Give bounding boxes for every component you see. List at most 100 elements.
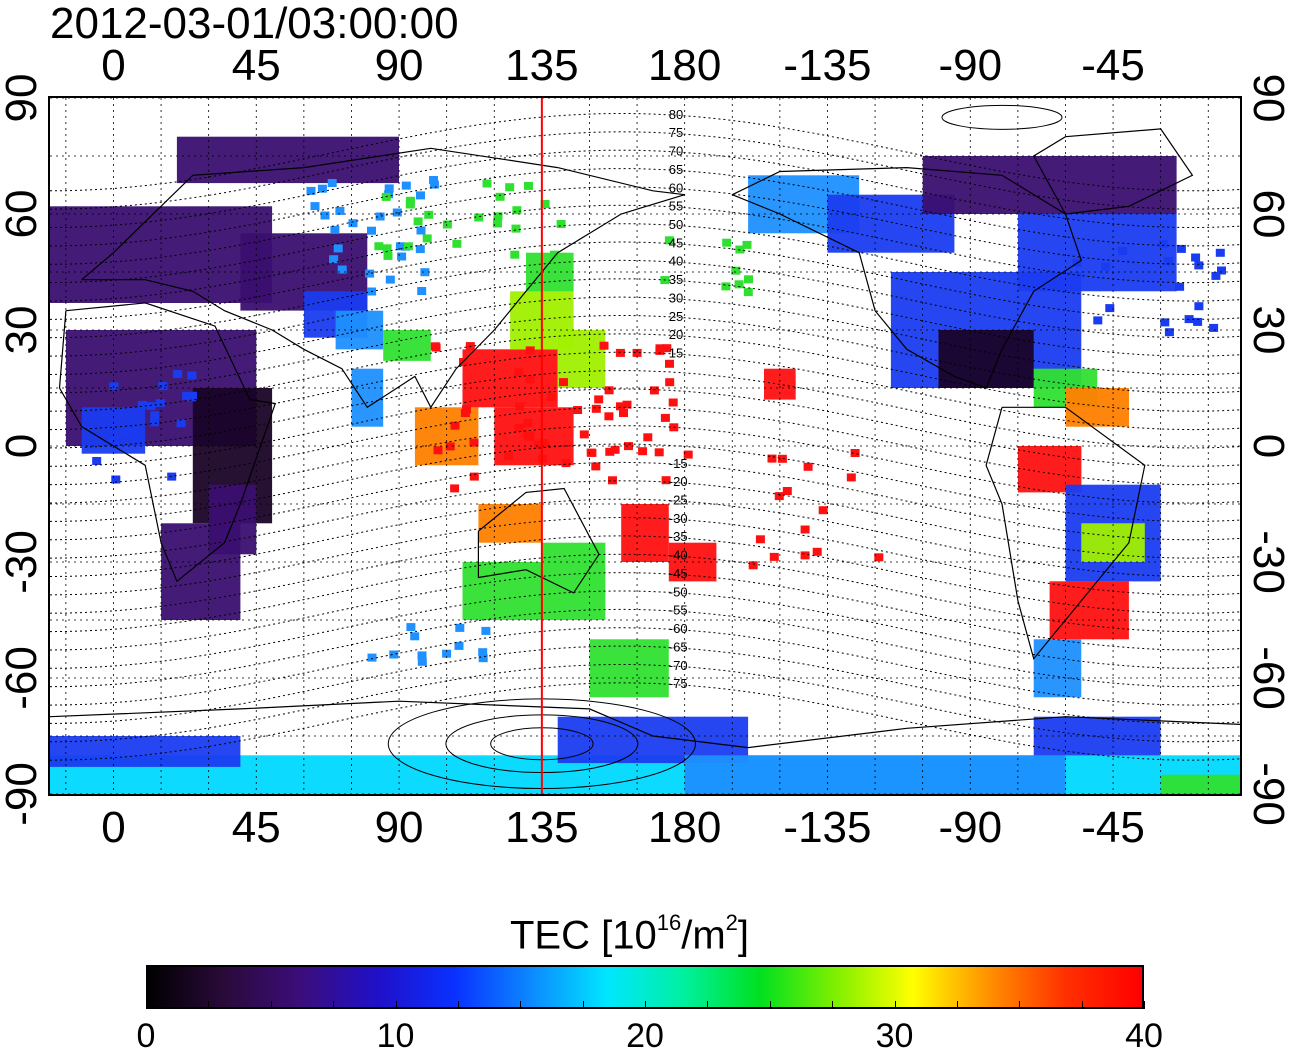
tec-data-cell	[803, 462, 813, 471]
tec-data-cell	[422, 234, 432, 243]
tec-data-cell	[329, 255, 339, 264]
tec-data-cell	[493, 212, 503, 221]
contour-label: 70	[669, 144, 683, 159]
tec-data-cell	[310, 202, 320, 211]
tec-data-cell	[850, 449, 860, 457]
tec-data-cell	[800, 525, 810, 534]
magnetic-contour	[50, 608, 1240, 688]
coastline	[732, 166, 1083, 389]
bottom-lon-tick: -90	[938, 803, 1003, 852]
magnetic-contour	[50, 370, 1240, 449]
tec-data-cell	[1118, 247, 1127, 256]
tec-data-cell	[556, 220, 566, 228]
tec-data-cell	[413, 217, 423, 226]
colorbar-tick-mark	[894, 1001, 896, 1009]
contour-label: -50	[669, 584, 688, 599]
colorbar-tick-label: 0	[136, 1017, 156, 1055]
right-lat-tick: 30	[1244, 305, 1292, 355]
magnetic-contour	[50, 168, 1240, 247]
tec-map: 80 75 70 65 60 55 50 45 40 35 30 25 20 15 -15 -20 -25 -30…	[48, 96, 1242, 796]
tec-data-patch	[1017, 446, 1082, 493]
tec-data-cell	[417, 657, 427, 666]
contour-label: 80	[669, 107, 683, 122]
tec-data-cell	[367, 226, 376, 235]
contour-label: 15	[669, 346, 683, 361]
contour-label: -25	[669, 492, 688, 507]
tec-data-cell	[579, 430, 589, 439]
magnetic-pole-contour	[941, 104, 1063, 130]
left-lat-tick: -90	[0, 762, 46, 826]
contour-label: 25	[669, 309, 683, 324]
colorbar-tick-mark	[769, 1001, 771, 1009]
magnetic-contour	[50, 406, 1240, 486]
tec-data-cell	[632, 348, 642, 357]
magnetic-contour	[50, 186, 1240, 265]
contour-label: -70	[669, 658, 688, 673]
tec-data-patch	[589, 639, 669, 698]
tec-data-patch	[1033, 639, 1082, 698]
tec-data-cell	[167, 472, 177, 481]
tec-data-cell	[317, 184, 327, 193]
tec-data-cell	[735, 245, 745, 254]
top-lon-tick: 0	[101, 41, 126, 90]
tec-data-cell	[664, 236, 674, 245]
magnetic-contour	[50, 663, 1240, 743]
coastline	[81, 147, 685, 409]
coastline	[50, 700, 1240, 749]
tec-data-patch	[383, 330, 431, 361]
contour-label: -15	[669, 456, 688, 471]
left-lat-tick: 90	[0, 73, 46, 123]
tec-data-cell	[512, 206, 522, 215]
colorbar-tick-mark	[270, 1001, 272, 1009]
colorbar-tick-label: 40	[1125, 1017, 1163, 1055]
tec-data-cell	[149, 418, 159, 427]
colorbar-tick-mark	[582, 1001, 584, 1009]
bottom-lon-tick: 90	[374, 803, 424, 852]
tec-data-cell	[401, 181, 411, 190]
tec-data-cell	[474, 213, 484, 222]
tec-data-cell	[176, 419, 186, 428]
tec-data-cell	[1191, 253, 1201, 262]
tec-data-cell	[452, 239, 462, 248]
left-lat-tick: 30	[0, 305, 46, 355]
tec-data-cell	[539, 439, 549, 448]
tec-data-patch	[335, 310, 384, 350]
magnetic-contour	[50, 241, 1240, 320]
top-lon-tick: -135	[783, 41, 872, 90]
top-lon-tick: 180	[647, 41, 722, 90]
tec-data-cell	[442, 220, 452, 229]
tec-data-cell	[382, 244, 392, 253]
tec-data-cell	[121, 428, 131, 437]
magnetic-contour	[50, 553, 1240, 633]
tec-data-patch	[621, 504, 669, 562]
tec-data-cell	[433, 446, 443, 455]
tec-data-cell	[777, 454, 787, 463]
tec-data-cell	[774, 492, 784, 501]
tec-data-cell	[605, 447, 615, 456]
tec-data-cell	[549, 250, 559, 259]
magnetic-contour	[50, 388, 1240, 467]
tec-data-cell	[454, 641, 464, 650]
contour-label: -55	[669, 603, 688, 618]
tec-data-cell	[1164, 328, 1174, 337]
left-lat-tick: 0	[0, 433, 46, 459]
tec-data-cell	[320, 211, 330, 220]
map-title: 2012-03-01/03:00:00	[50, 0, 459, 48]
tec-data-patch	[1049, 581, 1129, 640]
colorbar-tick-mark	[333, 1001, 335, 1009]
tec-data-cell	[1093, 316, 1103, 325]
tec-data-cell	[384, 184, 394, 193]
tec-data-cell	[1193, 317, 1203, 326]
tec-data-cell	[405, 200, 415, 209]
tec-data-cell	[445, 442, 455, 451]
contour-label: 20	[669, 327, 683, 342]
contour-label: -60	[669, 621, 688, 636]
right-lat-tick: -60	[1244, 646, 1292, 710]
tec-data-cell	[109, 382, 119, 391]
magnetic-contour	[50, 682, 1240, 761]
tec-data-cell	[1217, 266, 1226, 275]
colorbar-tick-mark	[208, 1001, 210, 1009]
right-lat-tick: -30	[1244, 530, 1292, 594]
tec-data-cell	[573, 406, 583, 414]
tec-data-cell	[649, 386, 659, 395]
